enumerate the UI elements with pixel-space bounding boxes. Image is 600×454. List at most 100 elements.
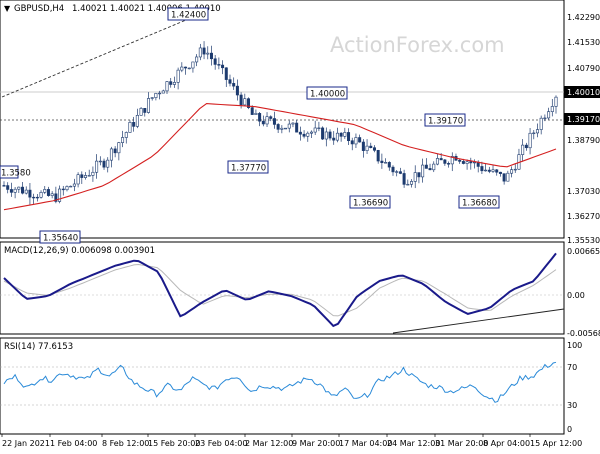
- candle-body: [61, 188, 65, 191]
- svg-text:1.36680: 1.36680: [462, 199, 497, 209]
- candle-body: [276, 124, 280, 130]
- candle-body: [50, 193, 54, 196]
- candle-body: [206, 52, 210, 55]
- candle-body: [69, 185, 73, 188]
- candle-body: [124, 132, 128, 138]
- svg-text:1.39170: 1.39170: [428, 117, 463, 127]
- candle-body: [328, 131, 332, 139]
- candle-body: [198, 47, 202, 58]
- candle-body: [335, 132, 339, 141]
- candle-body: [421, 164, 425, 178]
- macd-tick-label: -0.005687: [567, 329, 600, 338]
- candle-body: [84, 175, 88, 178]
- candle-body: [46, 189, 50, 196]
- candle-body: [128, 122, 132, 133]
- candle-body: [95, 160, 99, 173]
- candle-body: [184, 66, 188, 69]
- candle-body: [250, 107, 254, 115]
- candle-body: [239, 94, 243, 106]
- candle-body: [191, 61, 195, 69]
- candle-body: [439, 158, 443, 161]
- candle-body: [54, 193, 58, 202]
- candle-body: [339, 132, 343, 137]
- candle-body: [461, 161, 465, 164]
- annotation-13917: 1.39170: [424, 113, 466, 127]
- candle-body: [132, 122, 136, 127]
- candle-body: [324, 131, 328, 140]
- candle-body: [91, 171, 95, 176]
- candle-body: [406, 183, 410, 186]
- candle-body: [480, 166, 484, 172]
- current-price-label: 1.40010: [567, 88, 600, 97]
- candle-body: [32, 196, 36, 199]
- candle-body: [287, 123, 291, 129]
- candle-body: [306, 132, 310, 137]
- time-tick-label: 8 Feb 12:00: [102, 439, 149, 448]
- candle-body: [154, 93, 158, 98]
- rsi-line: [3, 361, 557, 403]
- rsi-tick-label: 30: [567, 401, 577, 410]
- rsi-tick-label: 0: [567, 425, 572, 434]
- macd-tick-label: 0.006659: [567, 247, 600, 256]
- candle-body: [435, 158, 439, 165]
- candle-body: [217, 64, 221, 66]
- annotation-13668: 1.36680: [458, 195, 500, 209]
- candle-body: [65, 186, 69, 191]
- candle-body: [513, 168, 517, 171]
- chart-symbol-icon: ▼: [4, 4, 11, 13]
- moving-average-line: [3, 103, 557, 211]
- price-tick-label: 1.38790: [567, 136, 600, 145]
- svg-text:1.40000: 1.40000: [310, 90, 345, 100]
- candle-body: [365, 145, 369, 151]
- time-tick-label: 15 Feb 20:00: [148, 439, 200, 448]
- candle-body: [106, 159, 110, 168]
- candle-body: [450, 156, 454, 165]
- time-tick-label: 1 Feb 04:00: [50, 439, 97, 448]
- candle-body: [498, 171, 502, 174]
- chart-ohlc: 1.40021 1.40021 1.40006 1.40010: [72, 4, 221, 14]
- candle-body: [98, 160, 102, 163]
- macd-panel-frame: [0, 241, 565, 335]
- candle-body: [102, 160, 106, 168]
- svg-text:1.37770: 1.37770: [231, 164, 266, 174]
- macd-title: MACD(12,26,9) 0.006098 0.003901: [4, 246, 155, 256]
- candle-body: [80, 174, 84, 178]
- candle-body: [150, 97, 154, 99]
- time-tick-label: 31 Mar 20:00: [435, 439, 488, 448]
- candle-body: [387, 162, 391, 168]
- candle-body: [313, 127, 317, 133]
- candle-body: [465, 161, 469, 164]
- chart-symbol: GBPUSD,H4: [14, 4, 64, 14]
- candle-body: [398, 171, 402, 174]
- candle-body: [180, 66, 184, 71]
- candle-body: [391, 166, 395, 173]
- candle-body: [209, 52, 213, 60]
- annotation-14240: 1.42400: [167, 7, 209, 21]
- candle-body: [547, 111, 551, 119]
- rsi-tick-label: 100: [567, 341, 582, 350]
- candle-body: [372, 147, 376, 151]
- candle-body: [347, 132, 351, 142]
- candle-body: [43, 189, 47, 193]
- candle-body: [187, 67, 191, 70]
- macd-main-line: [3, 252, 557, 328]
- candle-body: [302, 133, 306, 137]
- candle-body: [165, 81, 169, 92]
- candle-body: [143, 108, 147, 113]
- candle-body: [417, 172, 421, 178]
- candle-body: [76, 174, 80, 185]
- candle-body: [380, 160, 384, 164]
- svg-text:1.3580: 1.3580: [1, 169, 31, 179]
- candle-body: [432, 163, 436, 171]
- candle-body: [135, 115, 139, 127]
- time-tick-label: 9 Mar 20:00: [292, 439, 340, 448]
- candle-body: [428, 168, 432, 171]
- trendline-upper: [1, 14, 199, 98]
- candle-body: [146, 98, 150, 113]
- candle-body: [176, 69, 180, 83]
- candle-body: [502, 173, 506, 182]
- candle-body: [13, 188, 17, 193]
- candle-body: [539, 117, 543, 130]
- candle-body: [169, 81, 173, 85]
